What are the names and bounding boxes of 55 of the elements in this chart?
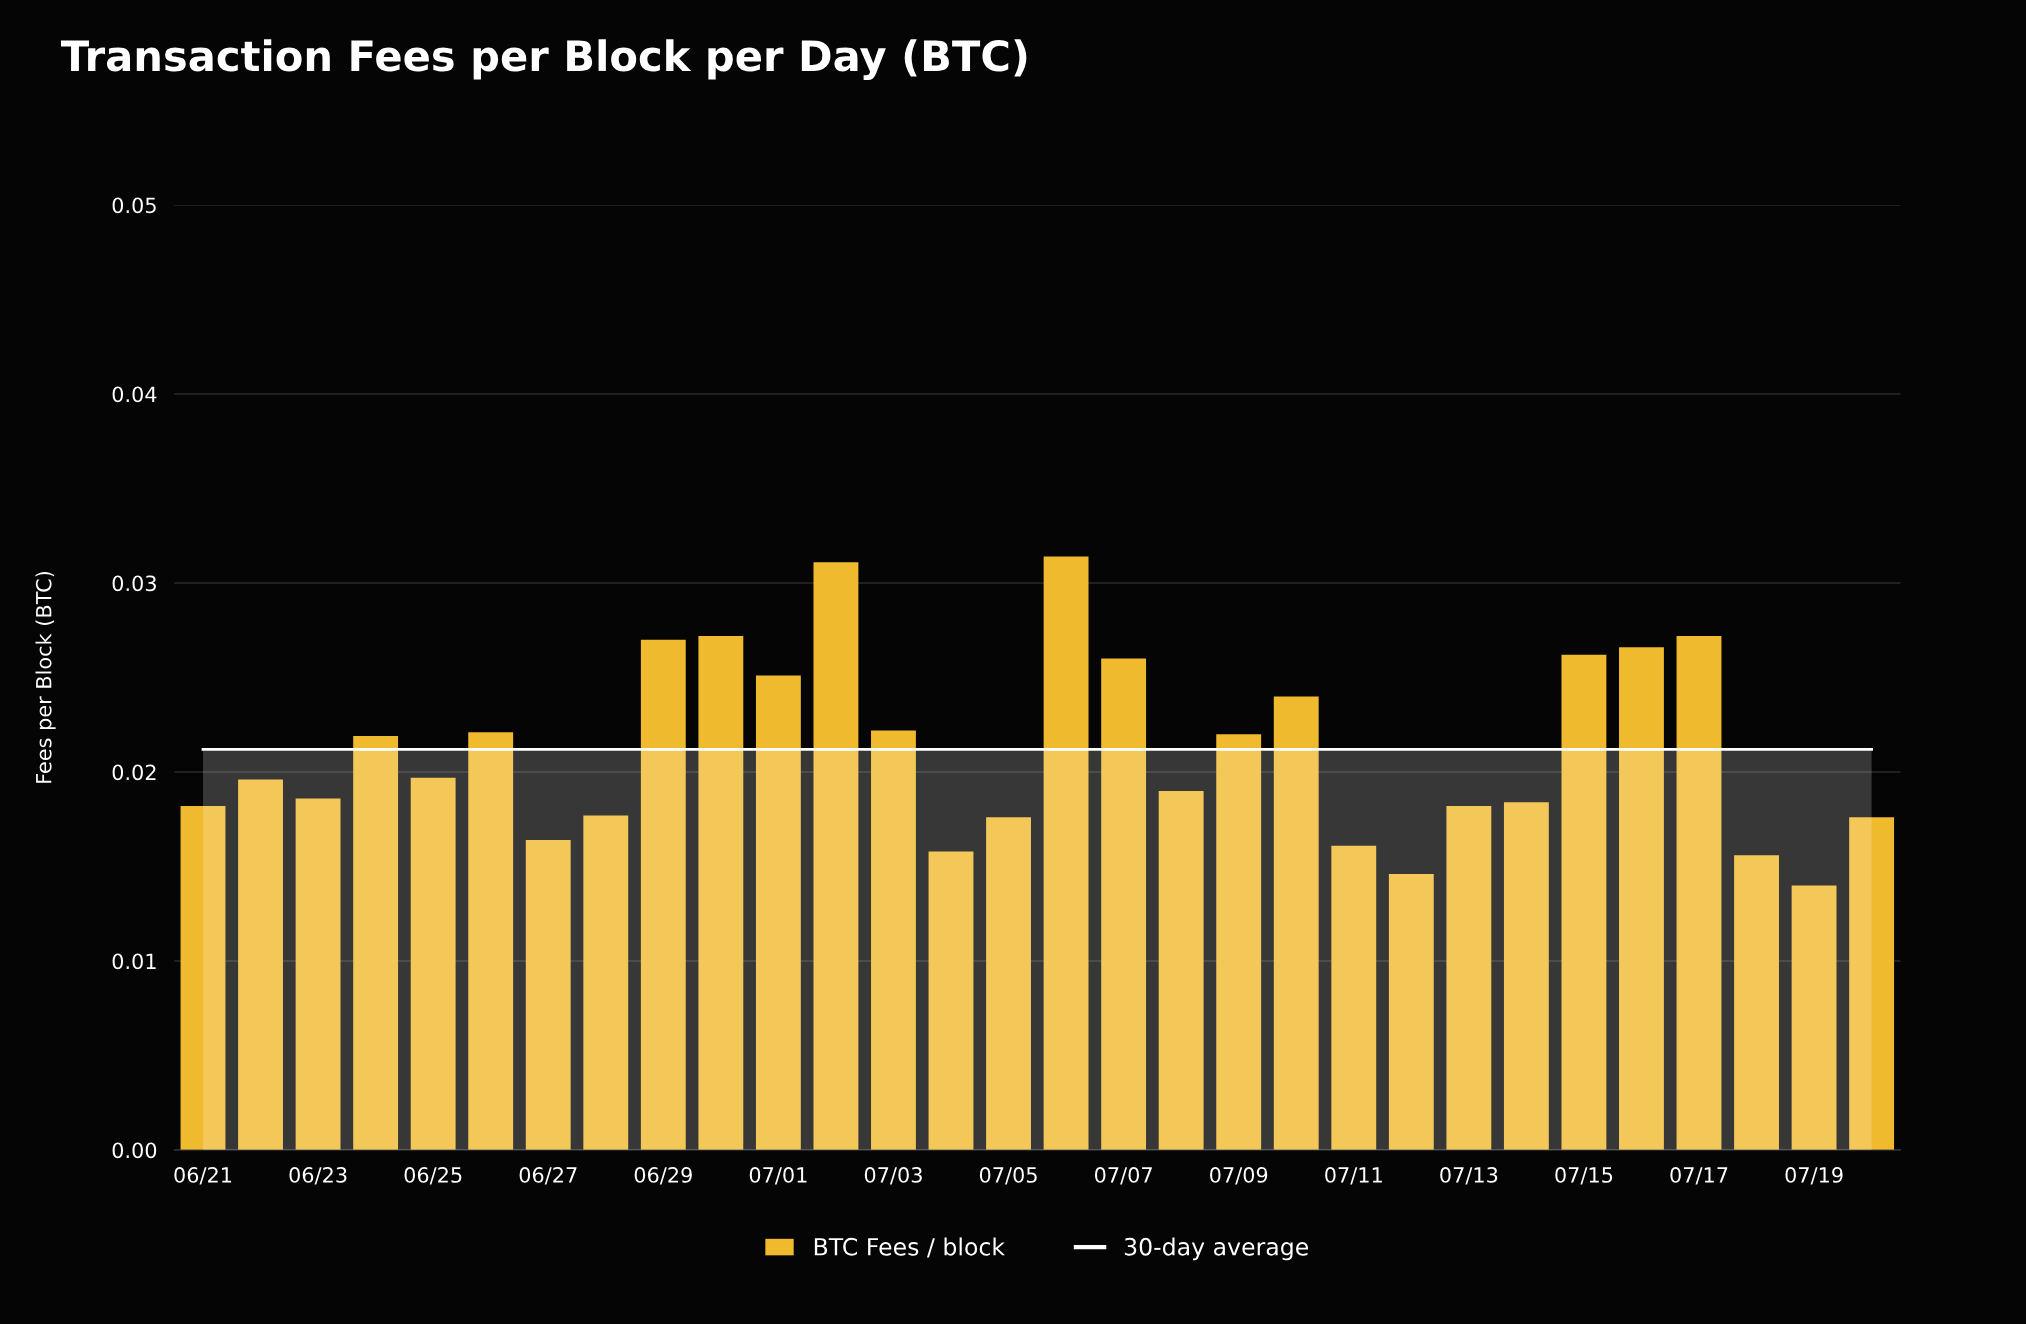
legend-label: 30-day average [1124,1237,1309,1261]
bar [238,779,283,1150]
bar [1331,845,1377,1150]
x-tick-label: 06/27 [519,1167,577,1185]
bar [1503,802,1549,1150]
y-axis-title: Fees per Block (BTC) [35,571,56,783]
bar [468,732,514,1150]
bar [180,806,226,1150]
bar [1676,635,1722,1150]
bar [1734,855,1779,1150]
bar [1158,790,1204,1150]
x-tick-label: 07/15 [1555,1167,1613,1185]
bar [928,851,974,1150]
bar [1561,654,1607,1150]
y-tick-label: 0.03 [112,575,156,592]
bar [1388,874,1434,1150]
x-tick-label: 07/05 [979,1167,1037,1185]
x-tick-label: 07/19 [1785,1167,1843,1185]
bar [986,817,1031,1150]
x-tick-label: 07/13 [1440,1167,1498,1185]
bar [813,562,859,1150]
y-tick-label: 0.04 [112,386,157,403]
x-tick-label: 07/07 [1094,1167,1152,1185]
bar [583,815,629,1150]
bar [410,777,456,1150]
bar [1849,817,1895,1150]
bar [353,736,399,1150]
x-tick-label: 06/25 [404,1167,462,1185]
bar [295,798,341,1150]
bar [525,840,571,1150]
bar [871,730,916,1150]
x-tick-label: 06/21 [174,1167,232,1185]
bar [755,675,801,1150]
x-tick-label: 07/17 [1670,1167,1728,1185]
chart-title: Transaction Fees per Block per Day (BTC) [60,39,1027,80]
bar [698,635,744,1150]
bar [1216,734,1262,1150]
bar [1273,696,1319,1150]
y-tick-label: 0.01 [112,953,156,970]
x-tick-label: 07/11 [1325,1167,1382,1185]
bar [1791,885,1837,1150]
x-tick-label: 07/01 [749,1167,807,1185]
bar [1619,647,1664,1150]
y-tick-label: 0.00 [112,1142,157,1159]
y-tick-label: 0.02 [112,764,156,781]
x-tick-label: 06/23 [289,1167,347,1185]
bar [1043,556,1089,1150]
x-tick-label: 07/09 [1210,1167,1268,1185]
bar [1101,658,1147,1150]
legend-label: BTC Fees / block [814,1237,1005,1258]
x-tick-label: 06/29 [634,1167,692,1185]
bar [640,639,686,1150]
y-tick-label: 0.05 [112,197,156,214]
bar [1446,806,1492,1150]
x-tick-label: 07/03 [864,1167,922,1185]
